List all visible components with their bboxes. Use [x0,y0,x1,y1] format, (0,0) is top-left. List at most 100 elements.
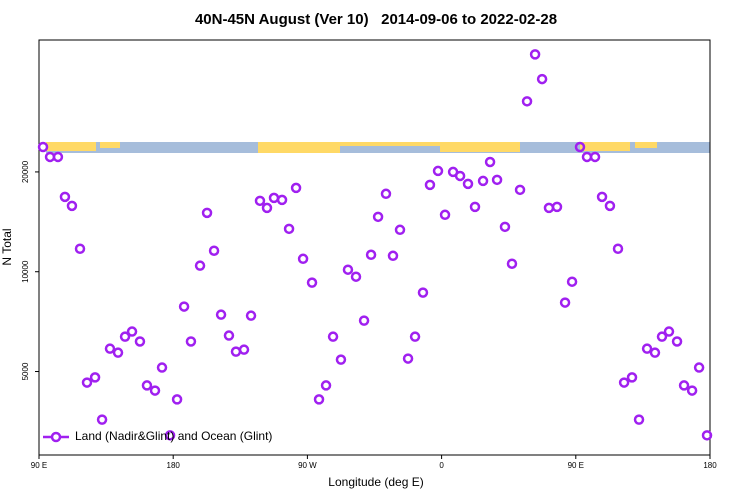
land-band [440,142,520,152]
point [424,179,436,191]
point [141,380,153,391]
legend-marker [50,431,62,443]
point [521,96,533,107]
x-tick-label: 0 [439,461,444,470]
point [96,414,108,425]
point [529,49,541,60]
point [59,191,71,203]
point [439,209,451,221]
x-tick-label: 180 [167,461,181,470]
point [686,385,698,396]
point [574,141,586,153]
point [215,309,227,320]
point [104,343,116,354]
point [491,174,503,186]
point [402,353,414,364]
x-tick-label: 180 [703,461,717,470]
land-band [340,142,440,146]
point [484,156,496,168]
y-axis-label: N Total [0,228,14,265]
point [134,336,146,347]
plot-frame [38,39,711,456]
surface-band [46,142,710,153]
point [350,271,362,282]
point [223,330,235,341]
chart-title: 40N-45N August (Ver 10) 2014-09-06 to 20… [195,11,557,28]
point [454,170,466,182]
point [469,201,481,213]
point [119,331,131,342]
point [290,182,302,194]
point [254,195,266,207]
ocean-band [46,142,710,153]
point [194,260,206,271]
point [164,430,176,441]
point [89,372,101,383]
x-tick-label: 90 E [31,461,47,470]
point [462,178,474,190]
point [283,223,295,235]
point [626,372,638,383]
point [618,377,630,388]
point [417,287,429,298]
point [261,202,273,214]
point [201,207,213,219]
x-axis-label: Longitude (deg E) [328,475,423,489]
point [409,331,421,342]
point [149,385,161,396]
point [559,297,571,308]
point [74,243,86,254]
point [581,151,593,163]
point [112,347,124,358]
point [238,344,250,355]
point [126,326,138,337]
point [380,188,392,200]
point [358,315,370,326]
point [514,184,526,196]
x-tick-label: 90 W [298,461,317,470]
point [335,354,347,365]
point [208,245,220,256]
x-tick-label: 90 E [568,461,584,470]
point [671,336,683,347]
point [663,326,675,337]
point [52,151,64,163]
point [649,347,661,358]
point [536,73,548,85]
land-band [635,142,657,148]
point [185,336,197,347]
point [178,301,190,312]
point [342,264,354,275]
point [551,201,563,213]
land-band [580,142,630,151]
point [66,200,78,212]
point [394,224,406,236]
point [37,141,49,153]
point [596,191,608,203]
point [701,430,713,441]
point [589,151,601,163]
y-tick-label: 5000 [21,362,30,380]
point [327,331,339,342]
point [656,331,668,342]
point [297,253,309,265]
point [81,377,93,388]
point [693,362,705,373]
point [245,310,257,321]
point [313,394,325,405]
land-band [100,142,120,148]
point [230,346,242,357]
y-tick-label: 20000 [21,160,30,183]
legend-label: Land (Nadir&Glint) and Ocean (Glint) [75,429,272,443]
land-band [258,142,340,153]
point [633,414,645,425]
point [604,200,616,212]
point [641,343,653,354]
point [276,194,288,206]
point [387,250,399,262]
point [365,249,377,261]
point [432,165,444,177]
point [320,380,332,391]
point [506,258,518,269]
